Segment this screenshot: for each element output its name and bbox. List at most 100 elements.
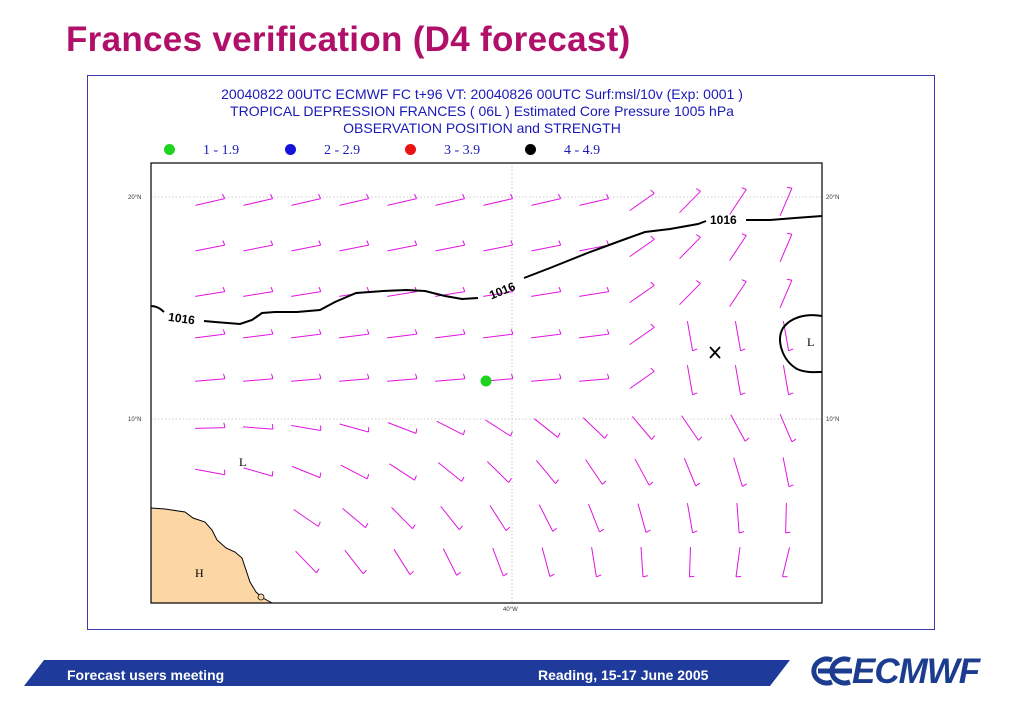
wind-barb-tick-77 xyxy=(744,437,750,442)
chart-header-line3: OBSERVATION POSITION and STRENGTH xyxy=(343,120,621,136)
lat-label-10-right: 10°N xyxy=(826,417,839,423)
low-label-east: L xyxy=(807,335,814,349)
wind-barb-36 xyxy=(629,284,655,304)
wind-barb-tick-95 xyxy=(458,525,463,531)
wind-barb-61 xyxy=(579,378,609,382)
wind-barb-tick-73 xyxy=(557,432,561,438)
wind-barb-100 xyxy=(686,503,694,533)
wind-barb-47 xyxy=(531,333,561,339)
low-label-west: L xyxy=(239,455,246,469)
wind-barb-tick-55 xyxy=(319,373,322,379)
legend-item-2: 2 - 2.9 xyxy=(285,143,360,159)
wind-barb-17 xyxy=(339,244,369,252)
wind-barb-15 xyxy=(243,244,273,252)
wind-barb-tick-104 xyxy=(362,569,367,575)
wind-barb-tick-57 xyxy=(415,373,418,379)
wind-barb-77 xyxy=(730,414,746,442)
logo-text: ECMWF xyxy=(852,652,980,691)
wind-barb-tick-41 xyxy=(270,329,274,335)
isobar-1016 xyxy=(150,215,823,326)
wind-barb-tick-66 xyxy=(223,422,226,428)
wind-barb-87 xyxy=(585,459,603,485)
wind-barb-tick-87 xyxy=(602,480,607,485)
legend-dot-4 xyxy=(525,144,536,156)
lat-label-20-left: 20°N xyxy=(128,195,141,201)
wind-barb-tick-34 xyxy=(558,286,562,292)
wind-barb-86 xyxy=(536,460,556,484)
footer-left-text: Forecast users meeting xyxy=(67,667,225,683)
legend-dot-1 xyxy=(164,144,175,156)
wind-barb-58 xyxy=(435,378,465,382)
wind-barb-tick-16 xyxy=(318,240,322,246)
observation-point xyxy=(480,375,492,387)
ecmwf-logo-icon xyxy=(811,656,852,686)
wind-barb-tick-92 xyxy=(317,521,321,527)
wind-barb-tick-27 xyxy=(222,286,226,292)
wind-barb-27 xyxy=(195,291,225,297)
wind-barb-71 xyxy=(436,420,464,436)
wind-barb-33 xyxy=(483,291,513,297)
wind-barb-tick-6 xyxy=(462,193,466,199)
legend-item-4: 4 - 4.9 xyxy=(525,143,600,159)
wind-barb-tick-64 xyxy=(740,392,746,396)
wind-barb-tick-26 xyxy=(786,232,793,235)
wind-barb-94 xyxy=(391,506,413,530)
wind-barb-tick-94 xyxy=(412,524,416,529)
wind-barb-tick-44 xyxy=(414,329,418,335)
wind-barb-18 xyxy=(387,244,417,252)
wind-barb-41 xyxy=(243,333,273,339)
wind-barb-tick-101 xyxy=(738,531,745,534)
wind-barb-tick-12 xyxy=(741,187,747,190)
wind-barb-tick-91 xyxy=(788,484,794,488)
map-border xyxy=(150,162,823,604)
legend-label-4: 4 - 4.9 xyxy=(564,143,601,158)
wind-barb-tick-4 xyxy=(366,193,370,199)
wind-barb-70 xyxy=(387,422,417,434)
wind-barb-35 xyxy=(579,291,609,297)
wind-barb-48 xyxy=(579,333,609,339)
wind-barb-tick-59 xyxy=(511,373,514,379)
isobar-label-1: 1016 xyxy=(167,310,196,328)
wind-barb-62 xyxy=(629,370,655,390)
wind-barb-tick-30 xyxy=(366,286,370,292)
wind-barb-9 xyxy=(579,198,609,206)
wind-barb-55 xyxy=(291,378,321,382)
wind-barb-91 xyxy=(782,457,790,487)
wind-barb-tick-78 xyxy=(791,438,797,443)
footer-bar xyxy=(24,660,790,686)
wind-barb-tick-88 xyxy=(648,481,654,486)
wind-barb-84 xyxy=(437,462,463,482)
wind-barb-69 xyxy=(339,423,369,433)
wind-barb-5 xyxy=(387,198,417,206)
wind-barb-tick-23 xyxy=(650,235,655,240)
wind-barb-tick-74 xyxy=(604,433,608,439)
wind-barb-28 xyxy=(243,291,273,297)
wind-barb-tick-21 xyxy=(558,240,562,246)
wind-barb-tick-14 xyxy=(222,240,226,246)
wind-barb-tick-38 xyxy=(741,279,747,282)
slide-title: Frances verification (D4 forecast) xyxy=(66,20,631,59)
wind-barb-tick-5 xyxy=(414,193,418,199)
wind-barb-64 xyxy=(734,365,742,395)
wind-barb-1 xyxy=(195,198,225,206)
wind-barb-tick-24 xyxy=(696,234,701,238)
wind-barb-tick-86 xyxy=(555,479,560,484)
wind-barb-66 xyxy=(194,427,226,429)
wind-barb-110 xyxy=(640,546,644,578)
wind-barb-tick-105 xyxy=(409,570,414,576)
high-label: H xyxy=(195,566,204,580)
wind-barb-tick-52 xyxy=(788,348,794,352)
wind-barb-tick-11 xyxy=(696,188,701,192)
wind-barb-tick-40 xyxy=(222,329,226,335)
wind-barb-tick-83 xyxy=(414,475,417,481)
legend-dot-2 xyxy=(285,144,296,156)
wind-barb-tick-1 xyxy=(222,193,226,199)
wind-barb-19 xyxy=(435,244,465,252)
wind-barb-tick-47 xyxy=(558,329,562,335)
wind-barb-tick-32 xyxy=(462,286,466,292)
wind-barb-81 xyxy=(291,465,321,479)
wind-barb-tick-96 xyxy=(505,526,511,531)
wind-barb-tick-70 xyxy=(415,428,418,434)
wind-barb-67 xyxy=(242,426,274,430)
wind-barb-tick-19 xyxy=(462,240,466,246)
